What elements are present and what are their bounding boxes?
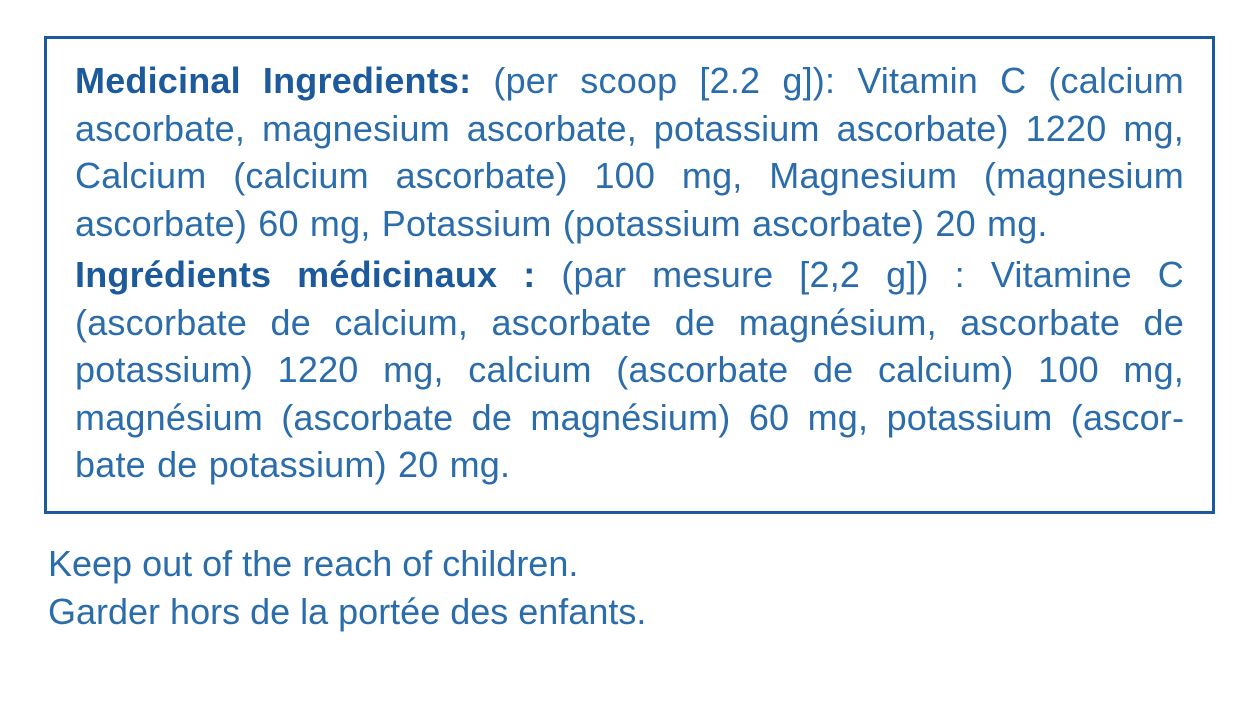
ingredients-en: Medicinal Ingredients: (per scoop [2.2 g… — [75, 57, 1184, 247]
warning-fr: Garder hors de la portée des enfants. — [48, 588, 1215, 637]
warning-block: Keep out of the reach of children. Garde… — [44, 540, 1215, 637]
ingredients-fr-heading: Ingrédients médicinaux : — [75, 254, 535, 295]
warning-en: Keep out of the reach of children. — [48, 540, 1215, 589]
label-container: Medicinal Ingredients: (per scoop [2.2 g… — [0, 0, 1259, 637]
ingredients-en-heading: Medicinal Ingredients: — [75, 60, 471, 101]
ingredients-box: Medicinal Ingredients: (per scoop [2.2 g… — [44, 36, 1215, 514]
ingredients-fr: Ingrédients médicinaux : (par mesure [2,… — [75, 251, 1184, 489]
